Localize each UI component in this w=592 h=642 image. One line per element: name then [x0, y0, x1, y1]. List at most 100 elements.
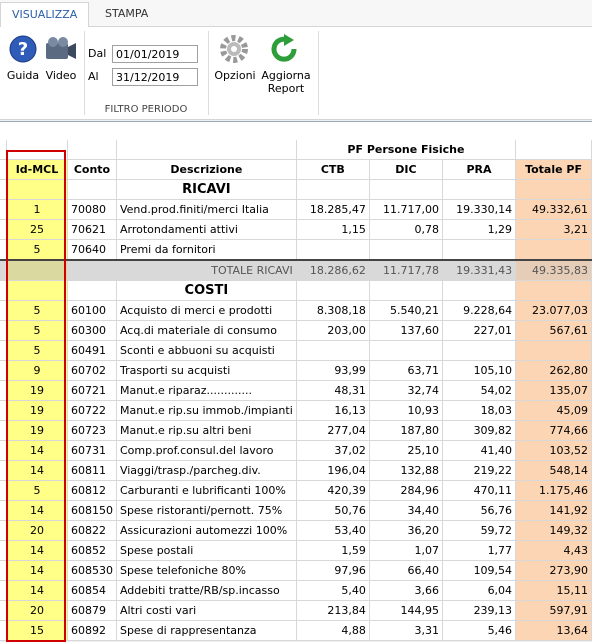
column-header: Totale PF: [515, 159, 592, 180]
table-row: 20 60879 Altri costi vari 213,84 144,95 239,1…: [0, 600, 592, 621]
cell: 5: [6, 239, 68, 261]
cell: 3,21: [515, 219, 592, 240]
cell: 4,43: [515, 540, 592, 561]
cell: [442, 280, 517, 301]
table-row: 19 60723 Manut.e rip.su altri beni 277,04 18…: [0, 420, 592, 441]
cell: [6, 259, 68, 281]
cell: 548,14: [515, 460, 592, 481]
cell: 32,74: [369, 380, 443, 401]
button-label[interactable]: Video: [45, 69, 77, 82]
cell: 1,15: [296, 219, 370, 240]
cell: Trasporti su acquisti: [116, 360, 297, 381]
tab-bar: VISUALIZZA STAMPA: [0, 0, 592, 28]
table-row: 1 70080 Vend.prod.finiti/merci Italia 18.28…: [0, 199, 592, 220]
column-header: Id-MCL: [6, 159, 68, 180]
cell: Spese di rappresentanza: [116, 620, 297, 641]
label-line: Report: [267, 82, 305, 95]
cell: 14: [6, 460, 68, 481]
cell: 18.285,47: [296, 199, 370, 220]
cell: 14: [6, 440, 68, 461]
cell: 277,04: [296, 420, 370, 441]
cell: 597,91: [515, 600, 592, 621]
cell: 5: [6, 300, 68, 321]
cell: 187,80: [369, 420, 443, 441]
cell: [515, 280, 592, 301]
cell: 19.330,14: [442, 199, 517, 220]
table-row: 5 60491 Sconti e abbuoni su acquisti: [0, 340, 592, 361]
cell: Spese postali: [116, 540, 297, 561]
cell: 60854: [67, 580, 117, 601]
button-label[interactable]: Guida: [6, 69, 40, 82]
cell: 9: [6, 360, 68, 381]
cell: 60811: [67, 460, 117, 481]
cell: 14: [6, 500, 68, 521]
cell: 420,39: [296, 480, 370, 501]
report-grid: PF Persone Fisiche Id-MCL Conto Descrizione…: [0, 121, 592, 641]
cell: 60300: [67, 320, 117, 341]
cell: 141,92: [515, 500, 592, 521]
cell: 60812: [67, 480, 117, 501]
header-cell: [6, 140, 68, 160]
tab[interactable]: VISUALIZZA: [0, 2, 90, 28]
cell: [515, 179, 592, 200]
options-icon[interactable]: [218, 33, 250, 65]
table-row: 14 608530 Spese telefoniche 80% 97,96 66,40 1…: [0, 560, 592, 581]
cell: 3,66: [369, 580, 443, 601]
cell: 60723: [67, 420, 117, 441]
table-row: 15 60892 Spese di rappresentanza 4,88 3,31 5,…: [0, 620, 592, 641]
cell: 63,71: [369, 360, 443, 381]
button-label[interactable]: Aggiorna Report: [258, 69, 314, 95]
table-row: RICAVI: [0, 179, 592, 200]
ribbon: ? Guida Video Dal 01/01/2019 Al 31/12/20…: [0, 27, 592, 120]
cell: [296, 280, 370, 301]
cell: 3,31: [369, 620, 443, 641]
cell: 14: [6, 540, 68, 561]
cell: 196,04: [296, 460, 370, 481]
cell: 105,10: [442, 360, 517, 381]
cell: 49.332,61: [515, 199, 592, 220]
table-row: 20 60822 Assicurazioni automezzi 100% 53,40…: [0, 520, 592, 541]
cell: 284,96: [369, 480, 443, 501]
cell: [6, 280, 68, 301]
cell: Vend.prod.finiti/merci Italia: [116, 199, 297, 220]
date-input[interactable]: 31/12/2019: [112, 68, 198, 86]
cell: 19: [6, 420, 68, 441]
separator: [318, 31, 319, 115]
cell: Manut.e rip.su immob./impianti: [116, 400, 297, 421]
cell: 20: [6, 600, 68, 621]
cell: Comp.prof.consul.del lavoro: [116, 440, 297, 461]
cell: Sconti e abbuoni su acquisti: [116, 340, 297, 361]
cell: Addebiti tratte/RB/sp.incasso: [116, 580, 297, 601]
group-header: PF Persone Fisiche: [296, 140, 517, 160]
video-icon[interactable]: [44, 35, 78, 65]
table-row: PF Persone Fisiche: [0, 140, 592, 160]
cell: Premi da fornitori: [116, 239, 297, 261]
cell: [515, 340, 592, 361]
cell: Carburanti e lubrificanti 100%: [116, 480, 297, 501]
cell: 135,07: [515, 380, 592, 401]
cell: 53,40: [296, 520, 370, 541]
table-row: 9 60702 Trasporti su acquisti 93,99 63,71 105…: [0, 360, 592, 381]
field-label: Dal: [88, 47, 107, 60]
cell: 36,20: [369, 520, 443, 541]
cell: [515, 239, 592, 261]
cell: 60822: [67, 520, 117, 541]
header-cell: [116, 140, 297, 160]
cell: 4,88: [296, 620, 370, 641]
column-header: PRA: [442, 159, 517, 180]
date-input[interactable]: 01/01/2019: [112, 45, 198, 63]
tab[interactable]: STAMPA: [105, 7, 149, 20]
cell: 239,13: [442, 600, 517, 621]
cell: 20: [6, 520, 68, 541]
refresh-icon[interactable]: [268, 33, 300, 65]
cell: 60491: [67, 340, 117, 361]
help-icon[interactable]: ?: [8, 33, 38, 65]
cell: [369, 340, 443, 361]
group-label: FILTRO PERIODO: [104, 104, 188, 115]
cell: 5,40: [296, 580, 370, 601]
cell: 213,84: [296, 600, 370, 621]
cell: 19: [6, 400, 68, 421]
field-label: Al: [88, 70, 99, 83]
button-label[interactable]: Opzioni: [214, 69, 256, 82]
cell: 15,11: [515, 580, 592, 601]
